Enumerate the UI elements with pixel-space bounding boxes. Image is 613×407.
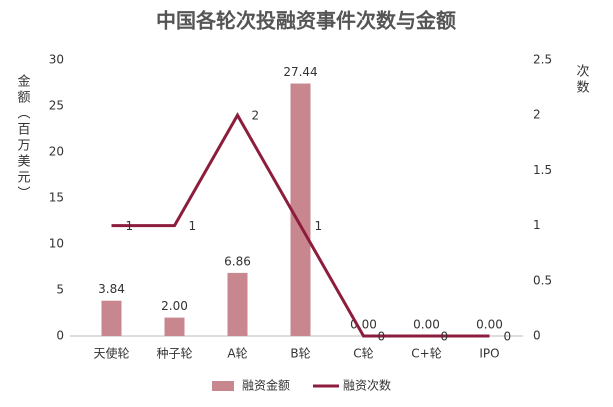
line-value-label: 0 bbox=[504, 330, 512, 344]
legend-label: 融资次数 bbox=[343, 378, 391, 393]
bar-value-label: 0.00 bbox=[476, 318, 503, 332]
y2-tick-label: 0.5 bbox=[533, 273, 552, 287]
y-axis-label: 金额（百万美元） bbox=[15, 73, 31, 202]
line-value-label: 1 bbox=[126, 219, 134, 233]
y-tick-label: 15 bbox=[49, 191, 64, 205]
x-tick-label: C+轮 bbox=[411, 347, 441, 361]
line-value-label: 2 bbox=[252, 109, 260, 123]
bar bbox=[227, 272, 248, 336]
y2-tick-label: 2.5 bbox=[533, 53, 552, 67]
y2-tick-label: 2 bbox=[533, 108, 541, 122]
y2-tick-label: 1 bbox=[533, 218, 541, 232]
line bbox=[111, 112, 490, 338]
bar-value-label: 27.44 bbox=[283, 65, 317, 79]
x-tick-label: 种子轮 bbox=[156, 347, 192, 361]
line-value-label: 1 bbox=[189, 219, 197, 233]
bar-value-label: 6.86 bbox=[224, 254, 251, 268]
y-tick-label: 0 bbox=[56, 329, 64, 343]
y-tick-label: 5 bbox=[56, 283, 64, 297]
y2-tick-label: 0 bbox=[533, 329, 541, 343]
x-tick-label: 天使轮 bbox=[93, 346, 129, 361]
chart-title: 中国各轮次投融资事件次数与金额 bbox=[156, 9, 456, 33]
y2-tick-label: 1.5 bbox=[533, 163, 552, 177]
legend-swatch bbox=[212, 381, 234, 391]
x-tick-label: C轮 bbox=[353, 347, 373, 361]
x-tick-label: IPO bbox=[479, 347, 499, 361]
bar-value-label: 0.00 bbox=[350, 318, 377, 332]
legend-label: 融资金额 bbox=[242, 378, 290, 393]
y-tick-label: 20 bbox=[49, 145, 64, 159]
y-tick-label: 10 bbox=[49, 237, 64, 251]
bar bbox=[101, 300, 122, 336]
y2-axis-label: 次数 bbox=[574, 63, 590, 96]
x-tick-label: B轮 bbox=[290, 347, 310, 361]
bar bbox=[290, 83, 311, 336]
bar-value-label: 0.00 bbox=[413, 318, 440, 332]
x-tick-label: A轮 bbox=[227, 347, 247, 361]
bar bbox=[164, 317, 185, 336]
line-value-label: 1 bbox=[315, 219, 323, 233]
y-tick-label: 25 bbox=[49, 99, 64, 113]
y-tick-label: 30 bbox=[49, 53, 64, 67]
line-value-label: 0 bbox=[441, 330, 449, 344]
line-value-label: 0 bbox=[378, 330, 386, 344]
bar-value-label: 2.00 bbox=[161, 299, 188, 313]
bar-value-label: 3.84 bbox=[98, 282, 125, 296]
